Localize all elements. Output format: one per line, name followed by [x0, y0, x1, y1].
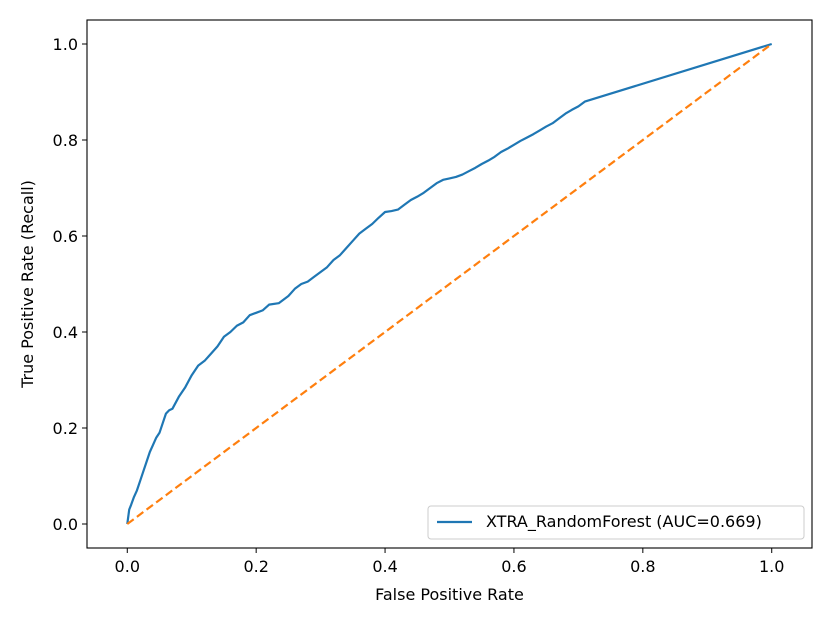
x-tick-label: 0.2 [243, 557, 268, 576]
plot-area [126, 42, 773, 525]
y-tick-label: 0.0 [53, 515, 78, 534]
legend: XTRA_RandomForest (AUC=0.669) [427, 505, 805, 540]
y-tick-label: 1.0 [53, 35, 78, 54]
legend-label: XTRA_RandomForest (AUC=0.669) [486, 512, 762, 532]
y-tick-label: 0.4 [53, 323, 78, 342]
roc-curve-line [126, 42, 773, 525]
chance-line [126, 43, 773, 525]
x-tick-label: 0.8 [630, 557, 655, 576]
x-axis-label: False Positive Rate [375, 585, 524, 604]
x-tick-label: 0.0 [115, 557, 140, 576]
axis-ticks: 0.0 0.2 0.4 0.6 0.8 1.0 0.0 0.2 0.4 0.6 0.8 1.0 [53, 35, 785, 576]
x-tick-label: 1.0 [759, 557, 784, 576]
y-axis-label: True Positive Rate (Recall) [18, 180, 37, 389]
y-tick-label: 0.2 [53, 419, 78, 438]
y-tick-label: 0.8 [53, 131, 78, 150]
y-tick-label: 0.6 [53, 227, 78, 246]
legend-box [427, 505, 805, 540]
x-tick-label: 0.4 [372, 557, 397, 576]
plot-frame [86, 19, 813, 549]
x-tick-label: 0.6 [501, 557, 526, 576]
